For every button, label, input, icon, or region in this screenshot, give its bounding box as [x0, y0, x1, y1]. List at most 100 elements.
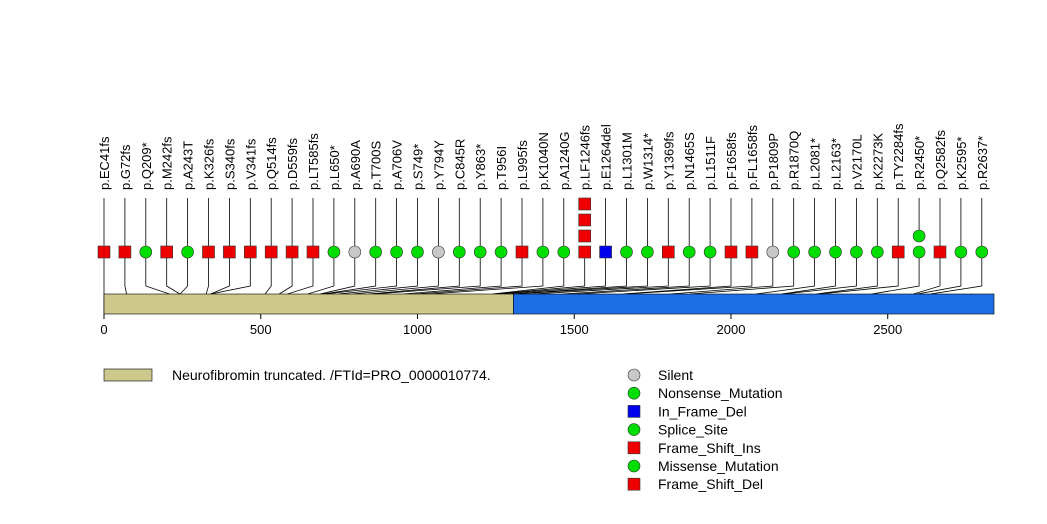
mutation-type-legend: Silent Nonsense_Mutation In_Frame_Del Splic…	[627, 367, 783, 492]
mutation-label-p-l2081-: p.L2081*	[808, 138, 823, 190]
legend-icon-frame-shift-del	[627, 477, 641, 491]
mutation-marker-p-v2170l-0	[850, 245, 863, 259]
position-axis: 0 500 1000 1500 2000 2500	[100, 314, 902, 337]
legend-icon-in-frame-del	[627, 405, 641, 418]
axis-tick-label-2500: 2500	[873, 322, 902, 337]
mutation-label-p-k2273k: p.K2273K	[870, 133, 885, 190]
domain-legend-label-0: Neurofibromin truncated. /FTId=PRO_00000…	[172, 367, 491, 383]
legend-label-frame-shift-ins: Frame_Shift_Ins	[658, 440, 761, 456]
mutation-label-p-a706v: p.A706V	[390, 140, 405, 190]
domain-bar-1	[513, 293, 995, 315]
mutation-marker-p-k1040n-0	[536, 245, 550, 259]
mutation-marker-p-l1301m-0	[620, 245, 633, 259]
mutation-labels: p.EC41fs p.G72fs p.Q209* p.M242fs p.A243T p.K…	[97, 123, 990, 190]
legend-label-in-frame-del: In_Frame_Del	[658, 403, 747, 419]
mutation-label-p-v2170l: p.V2170L	[849, 134, 864, 190]
mutation-marker-p-lf1246fs-2	[578, 213, 592, 227]
legend-label-silent: Silent	[658, 367, 693, 383]
mutation-marker-p-k2595--0	[954, 245, 968, 259]
mutation-label-p-g72fs: p.G72fs	[118, 144, 133, 190]
mutation-label-p-y863-: p.Y863*	[473, 144, 488, 190]
mutation-label-p-t956i: p.T956I	[494, 146, 509, 190]
mutation-label-p-y794y: p.Y794Y	[431, 140, 446, 190]
mutation-marker-p-y794y-0	[432, 245, 445, 259]
mutation-label-p-s749-: p.S749*	[411, 144, 426, 190]
mutation-marker-p-lf1246fs-3	[578, 197, 592, 211]
mutation-label-p-l1511f: p.L1511F	[703, 136, 718, 190]
mutation-marker-p-y1369fs-0	[661, 245, 675, 259]
axis-tick-label-1500: 1500	[560, 322, 589, 337]
mutation-marker-p-t700s-0	[369, 245, 383, 259]
mutation-label-p-l650-: p.L650*	[327, 145, 342, 190]
legend-icon-missense-mutation	[627, 459, 641, 473]
mutation-label-p-q514fs: p.Q514fs	[264, 137, 279, 190]
mutation-marker-p-l1511f-0	[703, 245, 717, 259]
mutation-label-p-a690a: p.A690A	[348, 140, 363, 190]
mutation-marker-p-f1658fs-0	[724, 245, 738, 259]
axis-tick-label-2000: 2000	[717, 322, 746, 337]
mutation-marker-p-a690a-0	[348, 245, 362, 259]
axis-tick-label-1000: 1000	[403, 322, 432, 337]
mutation-marker-p-lf1246fs-1	[578, 229, 592, 243]
mutation-marker-p-k326fs-0	[202, 245, 215, 259]
mutation-label-p-ec41fs: p.EC41fs	[97, 136, 112, 190]
mutation-marker-p-n1465s-0	[682, 245, 696, 259]
mutation-marker-p-y863--0	[473, 245, 487, 259]
mutation-marker-p-m242fs-0	[160, 245, 173, 259]
mutation-label-p-m242fs: p.M242fs	[160, 136, 175, 190]
mutation-marker-p-l2081--0	[808, 245, 821, 259]
mutation-marker-p-v341fs-0	[244, 245, 257, 259]
mutation-marker-p-t956i-0	[494, 245, 508, 259]
mutation-label-p-r2637-: p.R2637*	[975, 136, 990, 190]
mutation-marker-p-s749--0	[411, 245, 424, 259]
mutation-marker-p-ty2284fs-0	[891, 245, 905, 259]
mutation-marker-p-r2450--0	[912, 245, 926, 259]
mutation-label-p-y1369fs: p.Y1369fs	[661, 131, 676, 190]
legend-label-missense-mutation: Missense_Mutation	[658, 458, 779, 474]
mutation-marker-p-l2163--0	[829, 245, 842, 259]
mutation-markers	[97, 197, 989, 259]
legend-icon-silent	[627, 368, 641, 382]
mutation-marker-p-w1314--0	[641, 245, 654, 259]
legend-icon-nonsense-mutation	[627, 386, 641, 400]
mutation-marker-p-q209--0	[139, 245, 153, 259]
legend-label-nonsense-mutation: Nonsense_Mutation	[658, 385, 783, 401]
mutation-marker-p-g72fs-0	[118, 245, 132, 259]
mutation-marker-p-ec41fs-0	[97, 245, 111, 259]
mutation-marker-p-d559fs-0	[285, 245, 299, 259]
mutation-label-p-k326fs: p.K326fs	[202, 138, 217, 190]
mutation-marker-p-c845r-0	[452, 245, 466, 259]
protein-domains	[103, 293, 995, 315]
mutation-stems	[103, 198, 983, 252]
mutation-label-p-r1870q: p.R1870Q	[787, 131, 802, 190]
legend-label-splice-site: Splice_Site	[658, 422, 728, 438]
mutation-marker-p-a706v-0	[390, 245, 403, 259]
domain-legend: Neurofibromin truncated. /FTId=PRO_00000…	[103, 367, 491, 383]
mutation-marker-p-s340fs-0	[223, 245, 236, 259]
mutation-label-p-fl1658fs: p.FL1658fs	[745, 124, 760, 190]
mutation-label-p-lt585fs: p.LT585fs	[306, 133, 321, 190]
mutation-marker-p-p1809p-0	[766, 245, 780, 259]
mutation-label-p-k1040n: p.K1040N	[536, 132, 551, 190]
mutation-marker-p-q2582fs-0	[933, 245, 947, 259]
mutation-marker-p-l650--0	[327, 245, 341, 259]
mutation-label-p-n1465s: p.N1465S	[682, 132, 697, 190]
mutation-label-p-s340fs: p.S340fs	[222, 138, 237, 190]
mutation-marker-p-r2450--1	[912, 229, 926, 243]
legend-label-frame-shift-del: Frame_Shift_Del	[658, 476, 763, 492]
mutation-marker-p-fl1658fs-0	[745, 245, 759, 259]
legend-icon-frame-shift-ins	[627, 441, 641, 455]
mutation-label-p-d559fs: p.D559fs	[285, 137, 300, 190]
mutation-marker-p-a1240g-0	[557, 245, 571, 259]
mutation-marker-p-e1264del-0	[599, 245, 612, 259]
mutation-label-p-e1264del: p.E1264del	[599, 124, 614, 190]
legend-icon-splice-site	[627, 423, 641, 436]
mutation-marker-p-lt585fs-0	[306, 245, 320, 259]
domain-bar-0	[103, 293, 514, 315]
mutation-label-p-l995fs: p.L995fs	[515, 140, 530, 190]
mutation-label-p-l2163-: p.L2163*	[829, 138, 844, 190]
mutation-label-p-a1240g: p.A1240G	[557, 131, 572, 190]
mutation-marker-p-lf1246fs-0	[578, 245, 592, 259]
mutation-marker-p-a243t-0	[181, 245, 194, 259]
